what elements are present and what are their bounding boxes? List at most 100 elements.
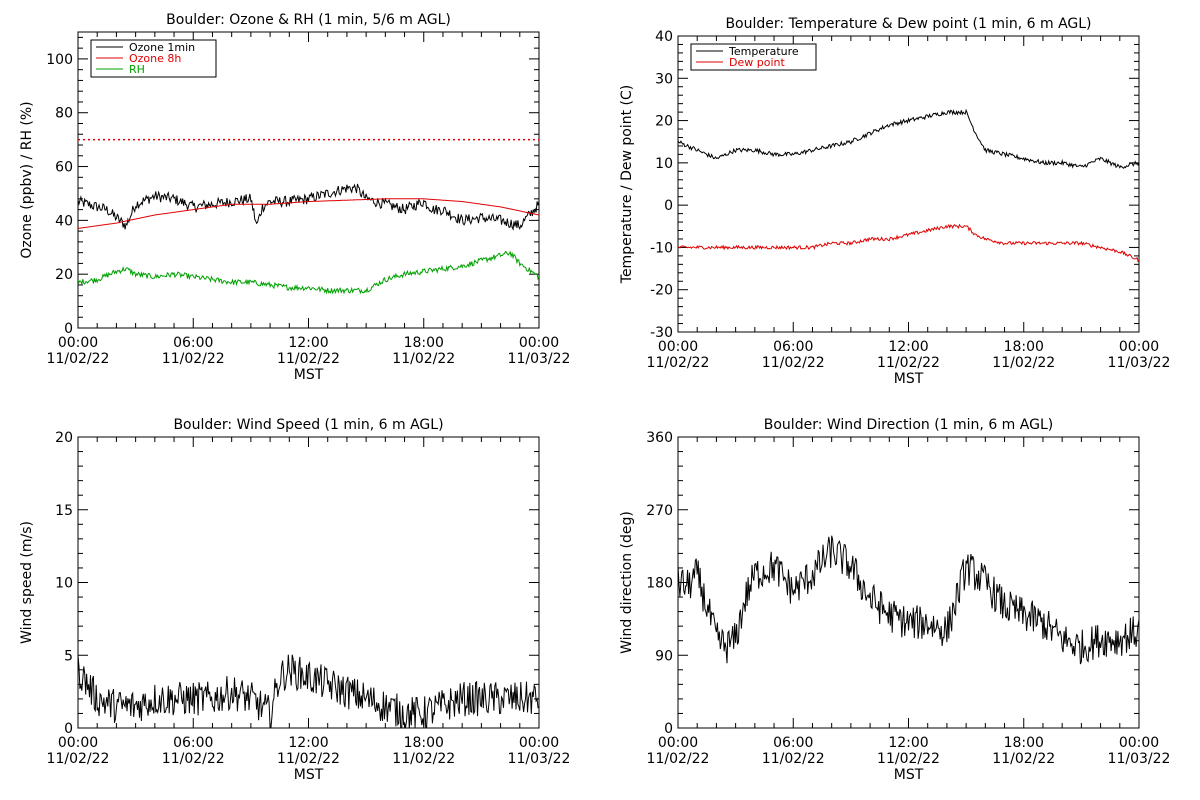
x-tick-label-date: 11/02/22 — [162, 751, 225, 767]
x-tick-label-time: 00:00 — [519, 335, 559, 351]
series-group — [78, 654, 539, 728]
x-tick-label-date: 11/02/22 — [392, 751, 455, 767]
y-tick-label: 5 — [64, 648, 73, 664]
series-group — [678, 535, 1139, 665]
x-tick-label-time: 00:00 — [58, 335, 98, 351]
y-tick-label: 100 — [46, 52, 73, 68]
series-group — [78, 183, 539, 295]
series-line-0 — [678, 108, 1139, 170]
x-tick-label-date: 11/02/22 — [992, 751, 1055, 767]
x-tick-label-time: 00:00 — [519, 735, 559, 751]
x-tick-label-time: 12:00 — [288, 735, 328, 751]
y-tick-label: 0 — [64, 721, 73, 737]
x-tick-label-time: 12:00 — [888, 735, 928, 751]
series-line-0 — [78, 183, 539, 231]
series-line-0 — [78, 654, 539, 728]
legend-frame — [690, 43, 817, 71]
x-tick-label-date: 11/02/22 — [277, 351, 340, 367]
chart-title: Boulder: Temperature & Dew point (1 min,… — [725, 16, 1091, 32]
legend-item: Dew point — [729, 56, 785, 69]
x-tick-label-date: 11/02/22 — [762, 355, 825, 371]
y-tick-label: 20 — [655, 114, 673, 130]
chart-title: Boulder: Wind Direction (1 min, 6 m AGL) — [764, 417, 1053, 433]
x-tick-label-time: 12:00 — [888, 339, 928, 355]
x-tick-label-time: 06:00 — [173, 335, 213, 351]
y-tick-label: 90 — [655, 648, 673, 664]
chart-panel-1: Boulder: Temperature & Dew point (1 min,… — [619, 16, 1170, 387]
y-tick-label: 20 — [55, 430, 73, 446]
x-axis-label: MST — [294, 767, 324, 783]
x-tick-label-date: 11/03/22 — [1108, 355, 1171, 371]
chart-title: Boulder: Wind Speed (1 min, 6 m AGL) — [173, 417, 443, 433]
y-tick-label: 360 — [646, 430, 673, 446]
x-tick-label-time: 06:00 — [173, 735, 213, 751]
x-tick-label-date: 11/02/22 — [647, 751, 710, 767]
y-tick-label: 0 — [64, 321, 73, 337]
y-tick-label: -30 — [650, 325, 673, 341]
x-tick-label-time: 18:00 — [404, 735, 444, 751]
legend-item: RH — [129, 63, 145, 76]
x-tick-label-date: 11/02/22 — [877, 355, 940, 371]
x-tick-label-date: 11/02/22 — [992, 355, 1055, 371]
x-tick-label-time: 00:00 — [1119, 735, 1159, 751]
legend-item: Ozone 8h — [129, 52, 181, 65]
x-tick-label-time: 06:00 — [773, 339, 813, 355]
x-tick-label-time: 00:00 — [58, 735, 98, 751]
y-tick-label: 0 — [664, 198, 673, 214]
x-tick-label-time: 18:00 — [1004, 339, 1044, 355]
x-tick-label-time: 00:00 — [1119, 339, 1159, 355]
legend-item: Ozone 1min — [129, 41, 195, 54]
x-tick-label-time: 06:00 — [773, 735, 813, 751]
x-tick-label-date: 11/02/22 — [762, 751, 825, 767]
y-tick-label: 270 — [646, 503, 673, 519]
y-tick-label: 180 — [646, 576, 673, 592]
x-tick-label-date: 11/02/22 — [877, 751, 940, 767]
y-tick-label: 10 — [55, 576, 73, 592]
series-line-2 — [78, 250, 539, 295]
chart-panel-2: Boulder: Wind Speed (1 min, 6 m AGL) 0 5 10… — [19, 417, 570, 783]
y-tick-label: 80 — [55, 106, 73, 122]
y-tick-label: 30 — [655, 71, 673, 87]
x-axis-label: MST — [894, 371, 924, 387]
x-tick-label-date: 11/03/22 — [508, 351, 571, 367]
y-tick-label: 60 — [55, 160, 73, 176]
x-tick-label-time: 00:00 — [658, 339, 698, 355]
x-tick-label-time: 00:00 — [658, 735, 698, 751]
x-tick-label-date: 11/03/22 — [1108, 751, 1171, 767]
y-axis-label: Wind speed (m/s) — [19, 521, 35, 644]
legend-item: Temperature — [728, 45, 799, 58]
x-tick-label-date: 11/02/22 — [647, 355, 710, 371]
y-tick-label: -10 — [650, 240, 673, 256]
y-tick-label: -20 — [650, 283, 673, 299]
y-tick-label: 10 — [655, 156, 673, 172]
y-axis-label: Ozone (ppbv) / RH (%) — [19, 101, 35, 258]
y-tick-label: 20 — [55, 267, 73, 283]
y-tick-label: 40 — [655, 29, 673, 45]
y-tick-label: 15 — [55, 503, 73, 519]
series-line-1 — [78, 198, 539, 229]
series-group — [678, 108, 1139, 263]
y-tick-label: 0 — [664, 721, 673, 737]
x-tick-label-date: 11/02/22 — [277, 751, 340, 767]
x-axis-label: MST — [294, 367, 324, 383]
x-tick-label-date: 11/03/22 — [508, 751, 571, 767]
x-tick-label-date: 11/02/22 — [47, 351, 110, 367]
y-axis-label: Wind direction (deg) — [619, 511, 635, 654]
x-tick-label-time: 12:00 — [288, 335, 328, 351]
x-tick-label-date: 11/02/22 — [47, 751, 110, 767]
y-axis-label: Temperature / Dew point (C) — [619, 85, 635, 284]
x-tick-label-time: 18:00 — [404, 335, 444, 351]
x-tick-label-date: 11/02/22 — [162, 351, 225, 367]
chart-panel-0: Boulder: Ozone & RH (1 min, 5/6 m AGL) 0 2… — [19, 12, 570, 383]
plot-frame — [677, 436, 1140, 729]
chart-title: Boulder: Ozone & RH (1 min, 5/6 m AGL) — [166, 12, 451, 28]
x-tick-label-date: 11/02/22 — [392, 351, 455, 367]
y-tick-label: 40 — [55, 213, 73, 229]
plot-frame — [677, 35, 1140, 333]
chart-panel-3: Boulder: Wind Direction (1 min, 6 m AGL)… — [619, 417, 1170, 783]
series-line-0 — [678, 535, 1139, 665]
x-tick-label-time: 18:00 — [1004, 735, 1044, 751]
